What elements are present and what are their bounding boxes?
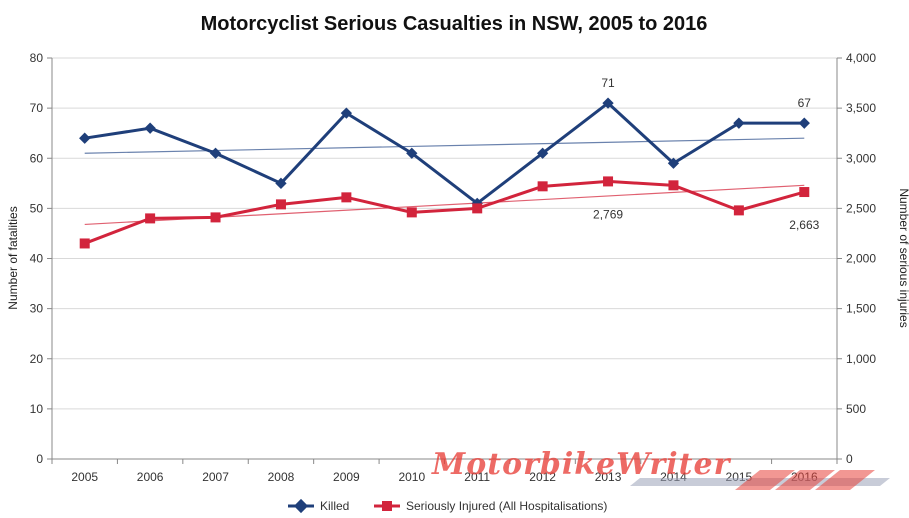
legend-label-seriously-injured: Seriously Injured (All Hospitalisations) (406, 499, 607, 513)
data-point-killed (798, 117, 810, 129)
y-tick-label-left: 0 (36, 452, 43, 466)
y-tick-label-left: 30 (30, 302, 44, 316)
y-tick-label-right: 1,500 (846, 302, 876, 316)
y-axis-left-title: Number of fatalities (6, 206, 20, 309)
legend-marker-killed (293, 498, 309, 514)
legend-item-killed[interactable]: Killed (288, 498, 349, 514)
y-tick-label-right: 500 (846, 402, 866, 416)
y-tick-label-left: 10 (30, 402, 44, 416)
x-tick-label: 2012 (529, 470, 556, 484)
data-point-seriously-injured (406, 207, 417, 218)
data-point-seriously-injured (79, 238, 90, 249)
chart-title: Motorcyclist Serious Casualties in NSW, … (201, 13, 708, 35)
axes: 0 10 20 30 40 50 60 70 80 0 500 1,000 1,500 2,000 2,50… (30, 51, 877, 484)
x-tick-label: 2010 (398, 470, 425, 484)
data-point-killed (536, 147, 549, 159)
y-tick-label-right: 3,500 (846, 101, 876, 115)
y-tick-label-right: 4,000 (846, 51, 876, 65)
gridlines (52, 57, 837, 460)
x-tick-label: 2013 (595, 470, 622, 484)
y-tick-label-right: 2,500 (846, 201, 876, 215)
y-axis-right-title: Number of serious injuries (897, 188, 909, 327)
series-line-seriously-injured (84, 179, 805, 245)
x-tick-label: 2009 (333, 470, 360, 484)
data-label: 2,769 (593, 207, 623, 221)
watermark-logo: MotorbikeWriter (431, 447, 890, 490)
y-tick-label-right: 1,000 (846, 352, 876, 366)
x-tick-label: 2006 (137, 470, 164, 484)
data-point-seriously-injured (799, 187, 810, 198)
data-point-killed (209, 147, 222, 159)
legend-item-seriously-injured[interactable]: Seriously Injured (All Hospitalisations) (374, 499, 607, 513)
data-point-seriously-injured (537, 181, 548, 192)
x-tick-label: 2007 (202, 470, 229, 484)
trendline-killed (84, 137, 805, 154)
y-tick-label-left: 80 (30, 51, 44, 65)
y-tick-label-left: 60 (30, 151, 44, 165)
data-point-killed (406, 147, 418, 159)
data-label: 2,663 (789, 218, 819, 232)
watermark-stripe (775, 470, 835, 490)
x-tick-label: 2011 (464, 470, 490, 484)
data-point-seriously-injured (668, 180, 679, 191)
y-tick-label-left: 40 (30, 252, 44, 266)
series-line-killed (84, 101, 805, 205)
watermark-text: MotorbikeWriter (431, 447, 732, 482)
x-tick-label: 2008 (268, 470, 295, 484)
data-point-seriously-injured (733, 205, 744, 216)
data-point-killed (667, 157, 680, 169)
data-point-killed (144, 122, 156, 134)
data-label: 71 (601, 76, 615, 90)
series (79, 97, 810, 249)
legend-marker-seriously-injured (382, 501, 392, 511)
y-tick-label-left: 70 (30, 101, 44, 115)
data-point-seriously-injured (275, 199, 286, 210)
data-point-killed (79, 132, 91, 144)
legend: Killed Seriously Injured (All Hospitalis… (288, 498, 607, 514)
y-tick-label-right: 2,000 (846, 252, 876, 266)
x-tick-label: 2005 (71, 470, 98, 484)
legend-label-killed: Killed (320, 499, 349, 513)
data-point-seriously-injured (210, 212, 221, 223)
data-point-seriously-injured (603, 176, 614, 187)
y-tick-label-right: 0 (846, 452, 853, 466)
data-point-seriously-injured (472, 203, 483, 214)
watermark-stripe (815, 470, 875, 490)
data-point-seriously-injured (145, 213, 156, 224)
y-tick-label-left: 50 (30, 201, 44, 215)
y-tick-label-right: 3,000 (846, 151, 876, 165)
data-point-killed (275, 177, 287, 189)
data-labels: 71 67 2,769 2,663 (593, 76, 820, 232)
y-tick-label-left: 20 (30, 352, 44, 366)
data-label: 67 (798, 96, 812, 110)
data-point-seriously-injured (341, 192, 352, 203)
watermark-stripe (735, 470, 795, 490)
